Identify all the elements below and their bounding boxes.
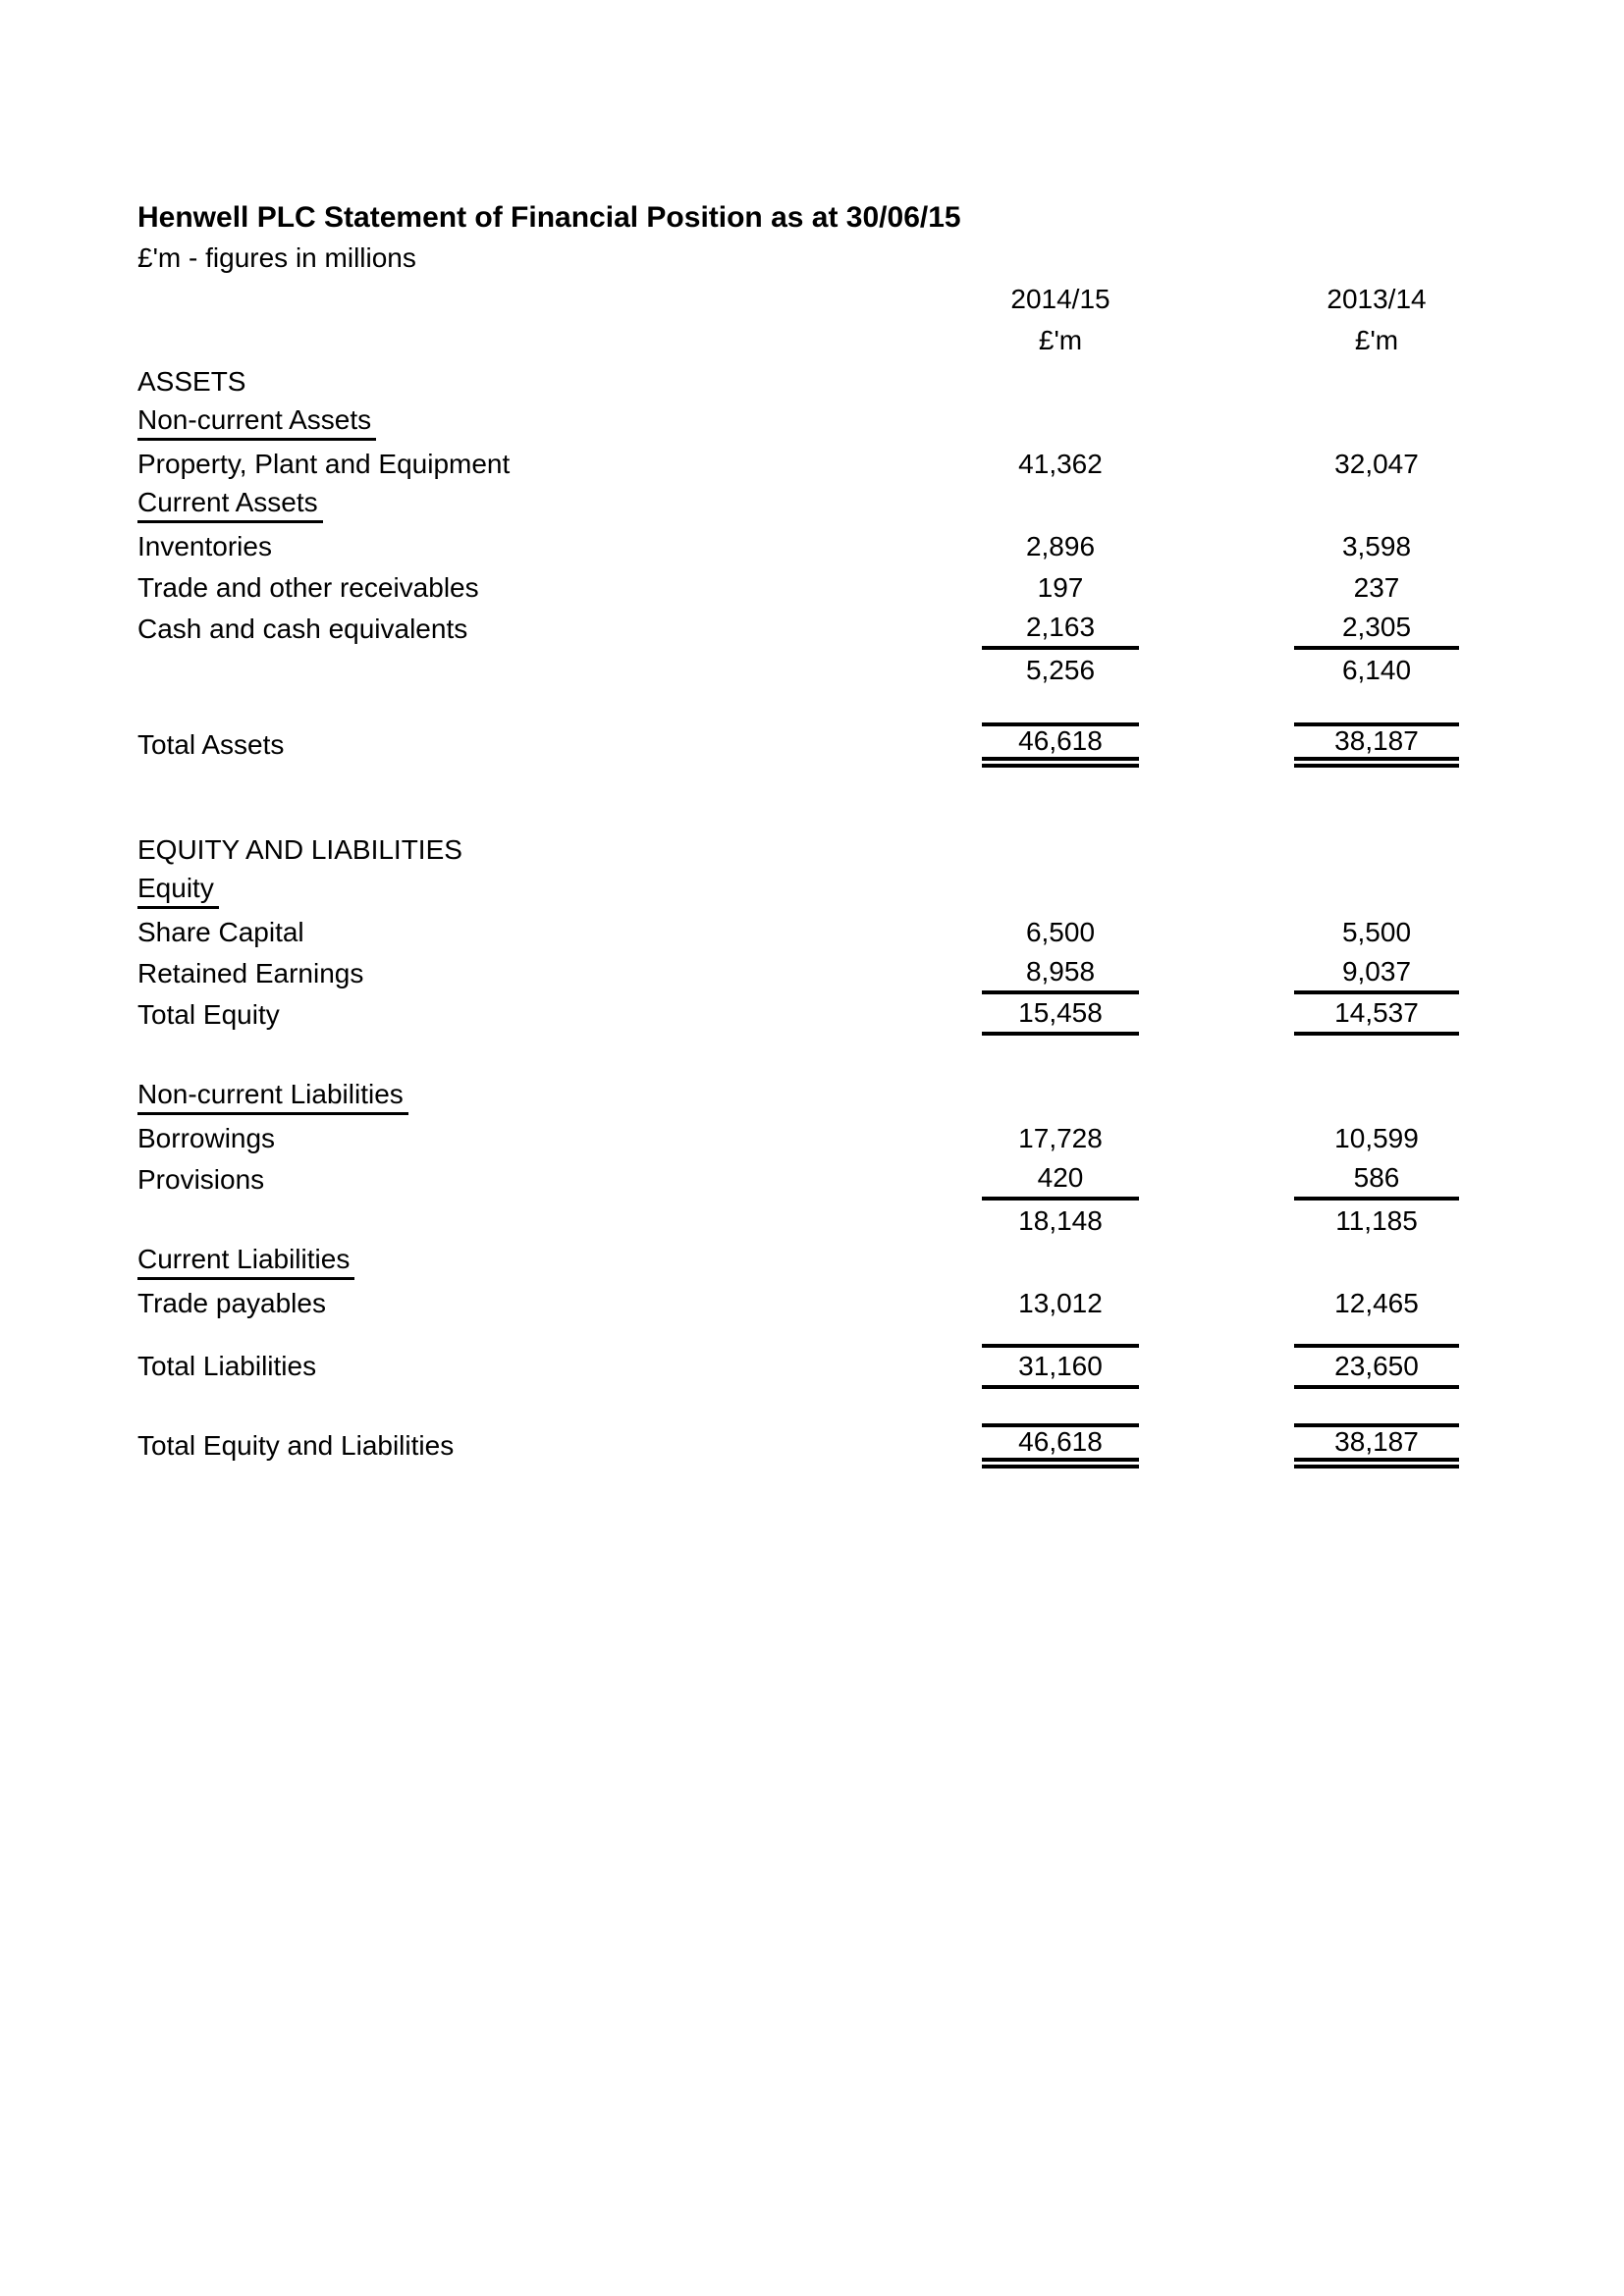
value-2013-14: 10,599 [1334,1122,1419,1153]
column-headers-row: 2014/15 2013/14 [137,279,1624,320]
value-2014-15: 420 [982,1159,1139,1201]
value-2013-14: 14,537 [1294,994,1459,1036]
value-2014-15: 17,728 [1018,1122,1103,1153]
row-trade-receivables: Trade and other receivables 197 237 [137,567,1624,609]
row-trade-payables: Trade payables 13,012 12,465 [137,1283,1624,1324]
section-label: Non-current Assets [137,404,377,441]
value-2013-14: 11,185 [1335,1204,1418,1236]
row-label: Trade payables [137,1287,326,1318]
value-2014-15: 46,618 [982,1423,1139,1468]
row-label: Borrowings [137,1122,276,1153]
value-2014-15: 41,362 [1018,448,1103,479]
value-2014-15: 8,958 [982,953,1139,994]
row-label: Provisions [137,1163,265,1195]
spacer-row [137,768,1624,829]
row-non-current-assets: Non-current Assets [137,402,1624,444]
unit-label-2013-14: £'m [1354,324,1399,355]
value-2014-15: 197 [1037,571,1084,603]
row-current-assets-subtotal: 5,256 6,140 [137,650,1624,691]
row-ppe: Property, Plant and Equipment 41,362 32,… [137,444,1624,485]
section-label: EQUITY AND LIABILITIES [137,833,462,865]
section-label: Current Assets [137,487,323,523]
spacer-row [137,1389,1624,1423]
row-label: Total Liabilities [137,1350,317,1381]
row-assets-header: ASSETS [137,361,1624,402]
row-label: Inventories [137,530,272,561]
value-2013-14: 3,598 [1341,530,1412,561]
row-cash: Cash and cash equivalents 2,163 2,305 [137,609,1624,650]
value-2013-14: 38,187 [1294,722,1459,768]
row-label: Retained Earnings [137,957,364,988]
value-2013-14: 237 [1353,571,1400,603]
row-label: Cash and cash equivalents [137,613,468,644]
value-2013-14: 32,047 [1334,448,1419,479]
column-header-spacer [137,279,982,320]
value-2014-15: 15,458 [982,994,1139,1036]
value-2013-14: 38,187 [1294,1423,1459,1468]
row-label: Total Equity and Liabilities [137,1429,455,1461]
row-provisions: Provisions 420 586 [137,1159,1624,1201]
row-label: Property, Plant and Equipment [137,448,511,479]
value-2014-15: 5,256 [1025,654,1096,685]
row-retained-earnings: Retained Earnings 8,958 9,037 [137,953,1624,994]
col-header-2014-15: 2014/15 [1010,283,1110,314]
value-2014-15: 2,896 [1025,530,1096,561]
page-title: Henwell PLC Statement of Financial Posit… [137,200,961,234]
row-label: Total Equity [137,998,280,1030]
value-2013-14: 586 [1294,1159,1459,1201]
col-header-2013-14: 2013/14 [1326,283,1427,314]
value-2014-15: 2,163 [982,609,1139,650]
value-2014-15: 31,160 [982,1344,1139,1389]
value-2013-14: 12,465 [1334,1287,1419,1318]
title-row: Henwell PLC Statement of Financial Posit… [137,196,1624,238]
row-non-current-liabilities-subtotal: 18,148 11,185 [137,1201,1624,1242]
row-current-liabilities: Current Liabilities [137,1242,1624,1283]
spacer-row [137,691,1624,722]
row-non-current-liabilities: Non-current Liabilities [137,1077,1624,1118]
row-total-assets: Total Assets 46,618 38,187 [137,722,1624,768]
value-2014-15: 46,618 [982,722,1139,768]
row-equity: Equity [137,871,1624,912]
page-subtitle: £'m - figures in millions [137,241,416,273]
row-borrowings: Borrowings 17,728 10,599 [137,1118,1624,1159]
value-2013-14: 5,500 [1341,916,1412,947]
unit-headers-row: £'m £'m [137,320,1624,361]
value-2014-15: 6,500 [1025,916,1096,947]
row-label: Trade and other receivables [137,571,479,603]
row-total-equity-liabilities: Total Equity and Liabilities 46,618 38,1… [137,1423,1624,1468]
subtitle-row: £'m - figures in millions [137,238,1624,279]
value-2014-15: 18,148 [1018,1204,1103,1236]
row-share-capital: Share Capital 6,500 5,500 [137,912,1624,953]
section-label: Current Liabilities [137,1244,355,1280]
section-label: Non-current Liabilities [137,1079,408,1115]
row-total-liabilities: Total Liabilities 31,160 23,650 [137,1344,1624,1389]
section-label: ASSETS [137,365,246,397]
value-2014-15: 13,012 [1018,1287,1103,1318]
spacer-row [137,1324,1624,1344]
row-total-equity: Total Equity 15,458 14,537 [137,994,1624,1036]
row-inventories: Inventories 2,896 3,598 [137,526,1624,567]
row-equity-liabilities-header: EQUITY AND LIABILITIES [137,829,1624,871]
spacer-row [137,1036,1624,1077]
unit-header-spacer [137,320,982,361]
value-2013-14: 2,305 [1294,609,1459,650]
row-label: Share Capital [137,916,304,947]
value-2013-14: 23,650 [1294,1344,1459,1389]
row-current-assets: Current Assets [137,485,1624,526]
value-2013-14: 9,037 [1294,953,1459,994]
section-label: Equity [137,873,219,909]
row-label: Total Assets [137,728,285,760]
unit-label-2014-15: £'m [1038,324,1083,355]
value-2013-14: 6,140 [1341,654,1412,685]
